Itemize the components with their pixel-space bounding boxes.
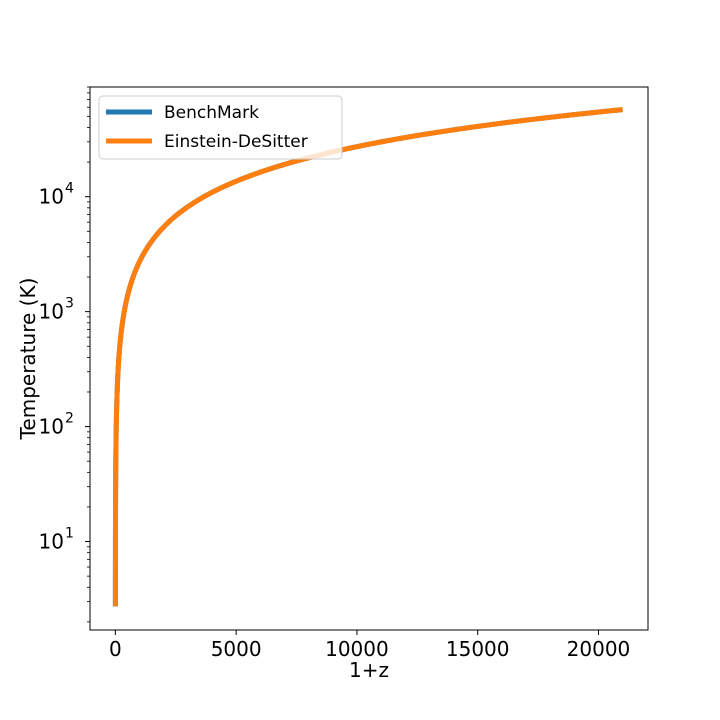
legend-label: BenchMark (164, 103, 259, 123)
y-tick-label: 10 (39, 185, 64, 209)
y-tick-exponent: 1 (65, 526, 74, 542)
y-tick-exponent: 3 (65, 296, 74, 312)
y-axis-label: Temperature (K) (16, 278, 40, 441)
y-tick-label: 10 (39, 415, 64, 439)
y-tick-exponent: 4 (65, 181, 74, 197)
legend-box (98, 95, 343, 160)
y-tick-label: 10 (39, 530, 64, 554)
x-axis-label: 1+z (349, 658, 389, 682)
x-axis-ticks: 0 5000 10000 15000 20000 (109, 630, 630, 661)
legend: BenchMark Einstein-DeSitter (98, 95, 343, 160)
x-tick-label: 0 (109, 637, 122, 661)
y-tick-label: 10 (39, 300, 64, 324)
x-tick-label: 5000 (211, 637, 262, 661)
axes-frame (89, 86, 649, 631)
x-tick-label: 10000 (325, 637, 389, 661)
y-tick-exponent: 2 (65, 411, 74, 427)
plot-area (89, 86, 649, 631)
x-tick-label: 15000 (446, 637, 510, 661)
legend-label: Einstein-DeSitter (164, 132, 308, 152)
x-tick-label: 20000 (567, 637, 631, 661)
series-line-einstein-desitter (112, 107, 624, 607)
